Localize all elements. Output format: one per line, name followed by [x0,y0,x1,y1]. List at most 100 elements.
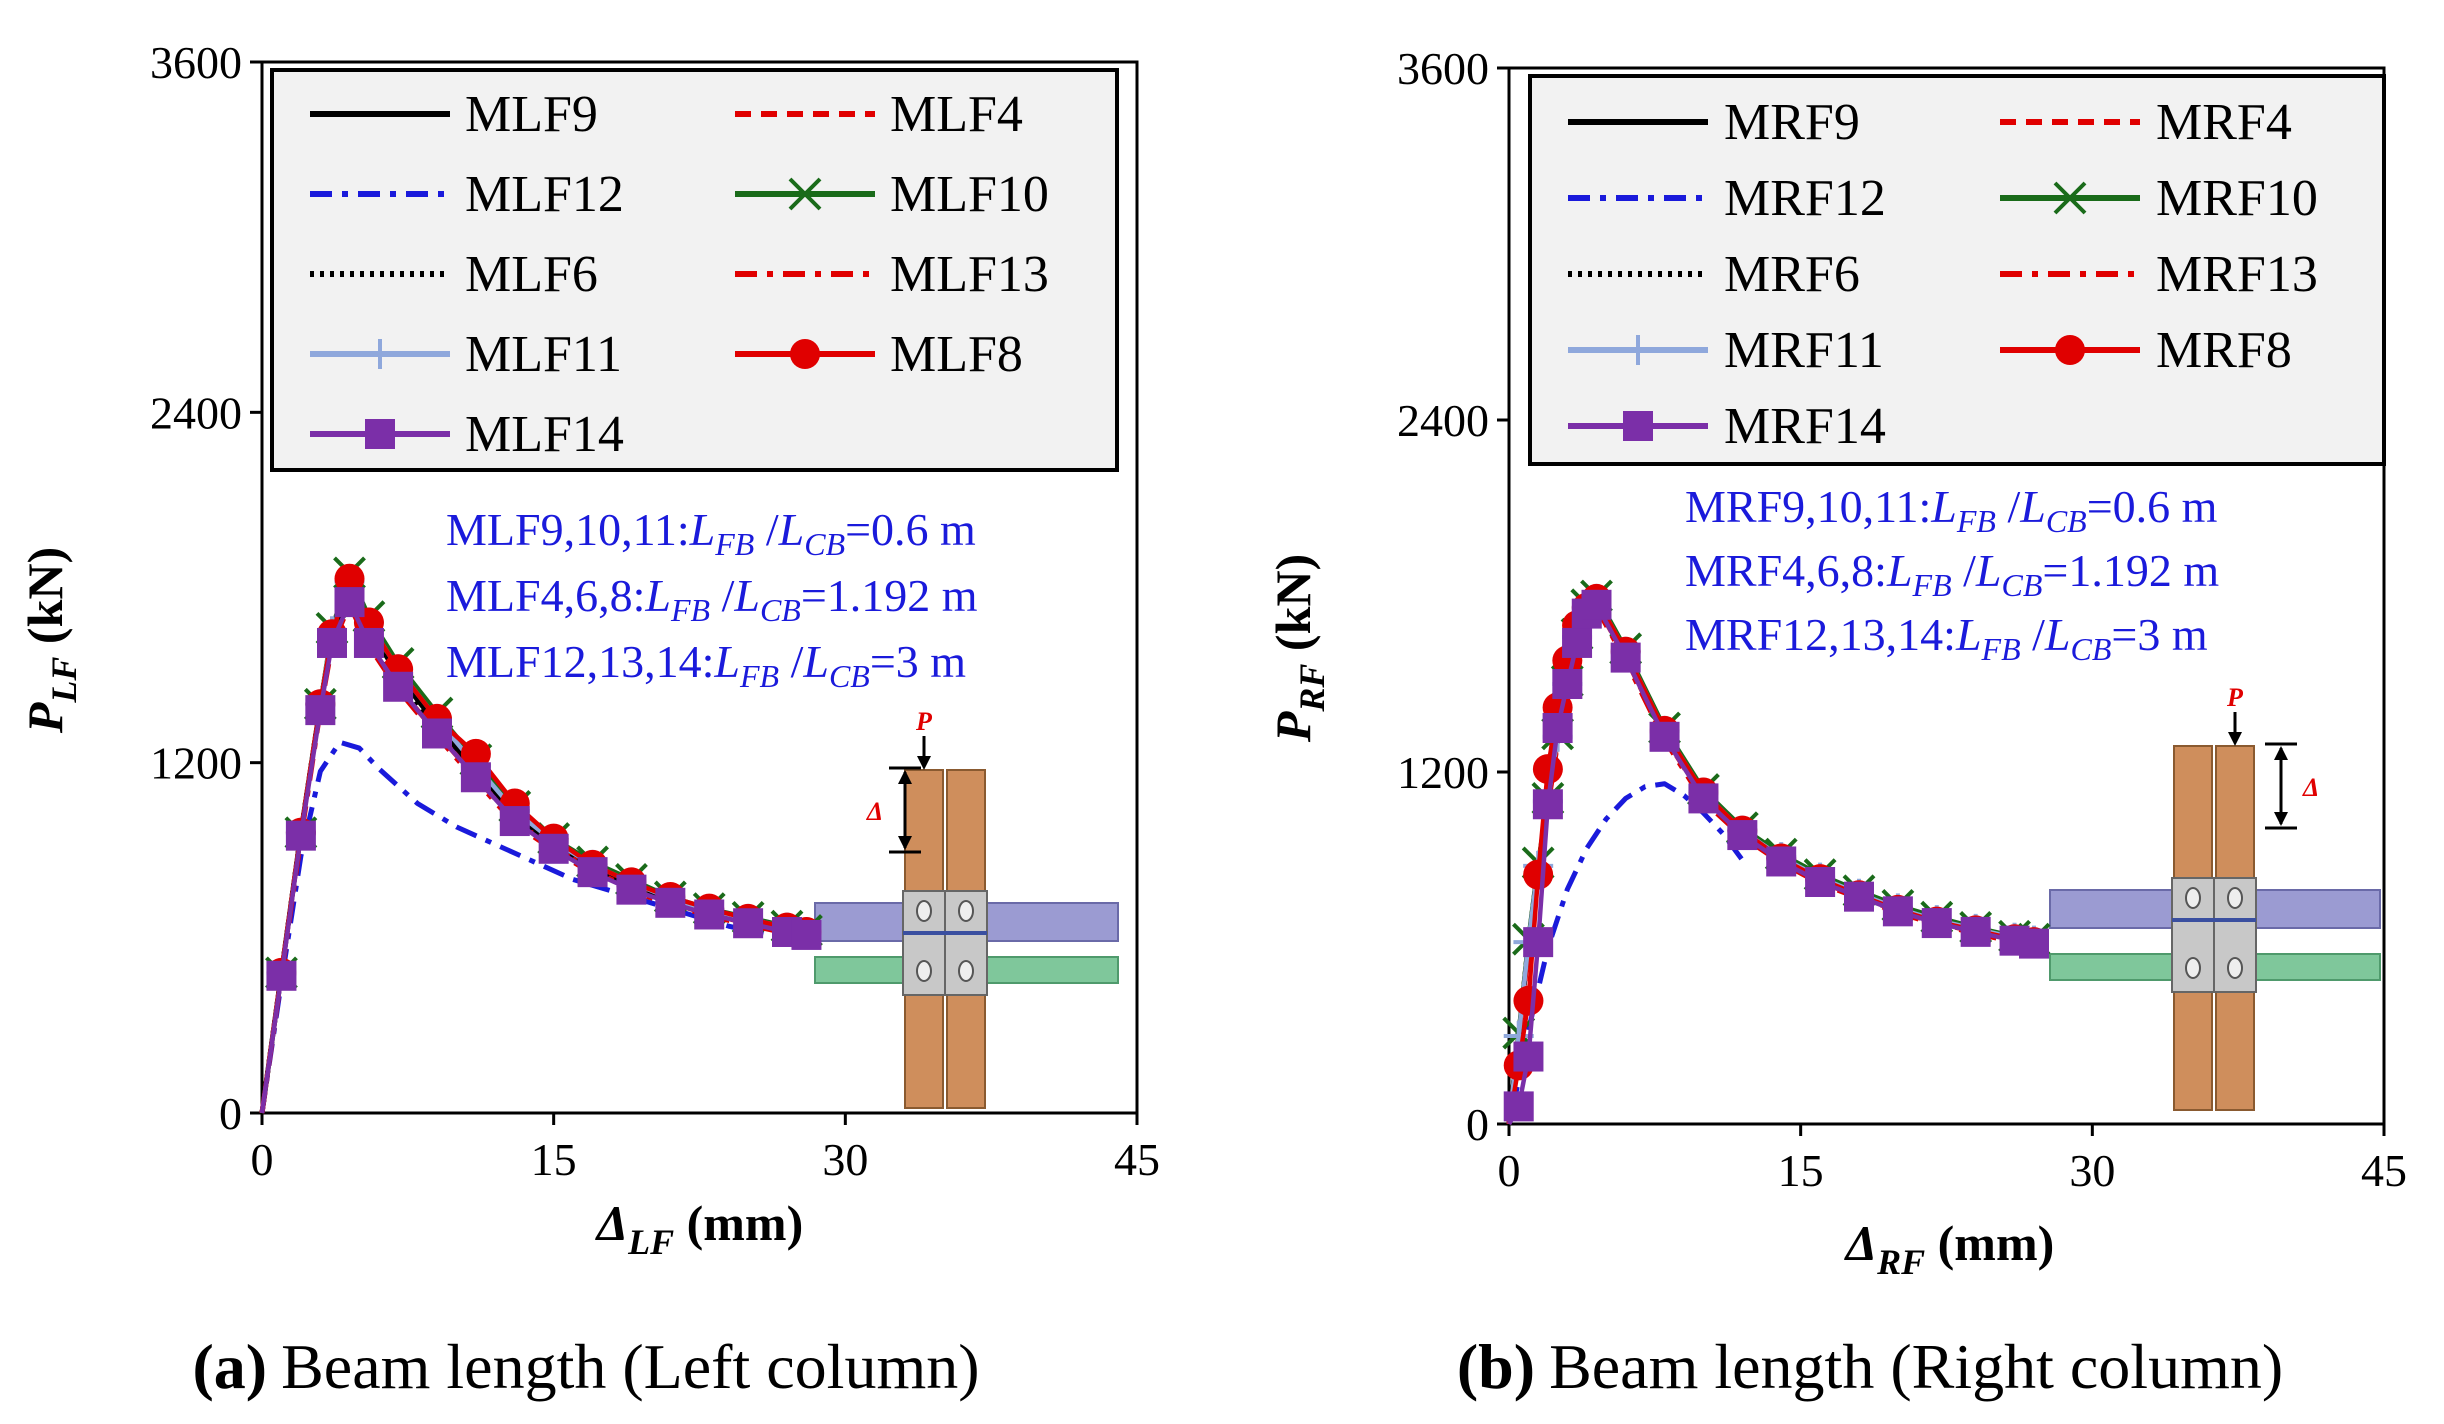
annotation-ratio-b-sub: CB [804,526,845,562]
annotation-prefix: MRF9,10,11: [1685,481,1931,532]
disp-label: Δ [866,797,883,826]
annotation-value: =0.6 m [2087,481,2218,532]
y-axis-label-main: P [1265,711,1321,743]
annotation-prefix: MLF4,6,8: [446,570,645,621]
legend-entry-mrf6: MRF6 [1568,246,1860,303]
legend-entry-mlf11: MLF11 [310,326,622,383]
data-point-mrf8 [1523,859,1554,890]
y-tick-label: 2400 [1397,395,1489,446]
y-axis-label-sub: LF [44,657,84,704]
data-point-mrf14 [1649,721,1680,752]
bolt-hole [2227,887,2243,909]
data-point-mrf14 [1523,927,1554,958]
legend-entry-mrf11: MRF11 [1568,322,1884,379]
annotation-ratio-b-sub: CB [2071,631,2112,667]
x-axis-label: ΔLF (mm) [595,1195,803,1262]
x-axis-label-unit: (mm) [1925,1215,2054,1271]
bolt-hole [916,960,932,982]
legend-label: MRF14 [1724,398,1886,455]
legend-entry-mlf4: MLF4 [735,86,1023,143]
annotation-ratio-a: L [713,636,740,687]
data-point-mrf14 [1844,881,1874,912]
caption-b-text: Beam length (Right column) [1549,1331,2283,1402]
data-point-mrf8 [1532,754,1563,785]
annotation-prefix: MRF12,13,14: [1685,609,1956,660]
series-line-mlf12 [259,739,807,1114]
caption-b-label: (b) [1457,1331,1535,1402]
legend-label: MLF11 [465,326,622,383]
annotation-ratio-b: L [1975,545,2002,596]
annotation-line: MRF12,13,14:LFB /LCB=3 m [1685,609,2208,667]
data-point-mrf14 [1688,783,1719,814]
legend-label: MLF8 [890,326,1023,383]
legend-entry-mlf8: MLF8 [735,326,1023,383]
annotation-value: =3 m [2111,609,2207,660]
annotation-ratio-b: L [778,504,805,555]
annotation-ratio-sep: / [1952,545,1977,596]
x-tick-label: 15 [531,1134,577,1185]
annotation-ratio-a-sub: FB [1956,503,1996,539]
annotation-ratio-sep: / [2021,609,2046,660]
y-tick-label: 1200 [1397,747,1489,798]
annotation-ratio-b-sub: CB [760,592,801,628]
y-tick-label: 3600 [1397,43,1489,94]
annotation-ratio-a: L [1930,481,1957,532]
x-tick-label: 15 [1778,1145,1824,1196]
legend-entry-mrf9: MRF9 [1568,94,1860,151]
caption-b: (b) Beam length (Right column) [1457,1331,2283,1402]
x-axis-label-sub: RF [1876,1242,1925,1282]
legend-marker [365,419,395,449]
x-tick-label: 30 [822,1134,868,1185]
x-axis-label-unit: (mm) [674,1195,803,1251]
annotation-line: MLF12,13,14:LFB /LCB=3 m [446,636,966,694]
y-axis-label-sub: RF [1292,664,1332,713]
joint-schematic: PΔ [814,707,1119,1109]
legend-marker [365,339,395,369]
y-axis-label: PRF (kN) [1265,554,1332,743]
legend-marker [790,339,820,369]
legend-label: MRF13 [2156,246,2318,303]
legend-label: MLF13 [890,246,1049,303]
legend-label: MLF4 [890,86,1023,143]
disp-label: Δ [2302,773,2319,802]
series-mrf14 [1503,589,2049,1126]
annotation-line: MRF9,10,11:LFB /LCB=0.6 m [1685,481,2218,539]
annotation-prefix: MLF9,10,11: [446,504,690,555]
data-point-mlf14 [694,899,725,930]
data-point-mrf14 [1532,789,1563,820]
data-point-mrf14 [2019,928,2049,959]
disp-arrow-down [898,836,912,850]
x-axis-label: ΔRF (mm) [1844,1215,2055,1282]
load-arrowhead [2228,732,2242,746]
annotation-ratio-a: L [689,504,716,555]
data-point-mlf14 [334,587,365,618]
data-point-mlf8 [460,738,491,769]
legend-marker [2055,335,2085,365]
legend: MLF9 MLF4 MLF12 MLF10 MLF6 MLF13 MLF11 MLF8 MLF1… [270,68,1119,472]
annotation-ratio-b-sub: CB [2002,567,2043,603]
data-point-mlf14 [655,887,686,918]
annotation-ratio-b-sub: CB [2046,503,2087,539]
data-point-mrf14 [1503,1091,1534,1122]
caption-a-label: (a) [192,1331,267,1402]
data-point-mrf14 [1921,908,1952,939]
joint-schematic: PΔ [2049,683,2381,1111]
legend-box [270,68,1119,472]
legend-label: MLF6 [465,246,598,303]
caption-a: (a) Beam length (Left column) [192,1331,979,1402]
legend-label: MRF10 [2156,170,2318,227]
annotation-ratio-b: L [733,570,760,621]
data-point-mrf14 [1562,627,1593,658]
legend-entry-mlf12: MLF12 [310,166,624,223]
legend-entry-mlf9: MLF9 [310,86,598,143]
annotation-ratio-b: L [2044,609,2071,660]
legend-label: MRF6 [1724,246,1860,303]
bolt-hole [916,900,932,922]
disp-arrow-up [898,770,912,784]
data-point-mlf14 [538,833,569,864]
y-axis-label-unit: (kN) [1265,554,1321,664]
annotation-prefix: MLF12,13,14: [446,636,714,687]
data-point-mlf8 [334,563,365,594]
